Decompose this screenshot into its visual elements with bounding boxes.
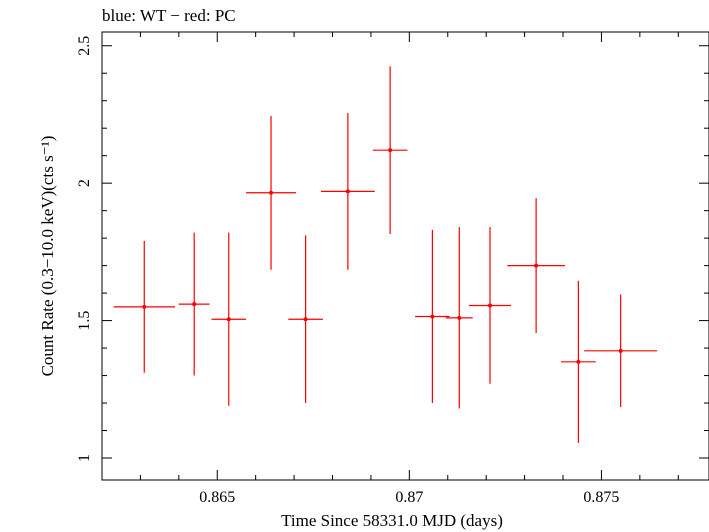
y-tick-label: 1.5: [76, 311, 93, 331]
data-point-pc: [113, 240, 175, 373]
point-marker: [388, 148, 393, 153]
y-tick-label: 2: [76, 179, 93, 187]
point-marker: [534, 263, 539, 268]
point-marker: [142, 304, 147, 309]
y-axis-title: Count Rate (0.3−10.0 keV)(cts s⁻¹): [38, 136, 57, 377]
point-marker: [226, 317, 231, 322]
x-tick-label: 0.875: [583, 489, 619, 506]
data-point-pc: [320, 113, 375, 270]
data-series-pc: [113, 66, 658, 443]
data-point-pc: [288, 235, 323, 404]
point-marker: [618, 348, 623, 353]
point-marker: [269, 190, 274, 195]
x-tick-label: 0.865: [199, 489, 235, 506]
y-axis-ticks: 1 1.5 2 2.5: [76, 36, 709, 462]
chart-title: blue: WT − red: PC: [102, 6, 236, 25]
y-tick-label: 1: [76, 454, 93, 462]
x-axis-title: Time Since 58331.0 MJD (days): [281, 511, 503, 530]
data-point-pc: [415, 229, 450, 404]
plot-frame: [101, 31, 709, 481]
data-point-pc: [246, 115, 297, 270]
x-tick-label: 0.87: [395, 489, 423, 506]
point-marker: [192, 302, 197, 307]
data-point-pc: [584, 294, 658, 408]
point-marker: [457, 315, 462, 320]
point-marker: [576, 359, 581, 364]
data-point-pc: [211, 232, 247, 406]
point-marker: [430, 314, 435, 319]
data-point-pc: [445, 227, 473, 409]
point-marker: [345, 189, 350, 194]
data-point-pc: [507, 198, 565, 333]
x-axis-ticks: 0.865 0.87 0.875: [101, 32, 679, 506]
point-marker: [303, 317, 308, 322]
data-point-pc: [372, 66, 408, 235]
y-tick-label: 2.5: [76, 36, 93, 56]
data-point-pc: [178, 232, 210, 376]
data-point-pc: [468, 227, 512, 384]
point-marker: [488, 303, 493, 308]
data-point-pc: [561, 280, 596, 443]
